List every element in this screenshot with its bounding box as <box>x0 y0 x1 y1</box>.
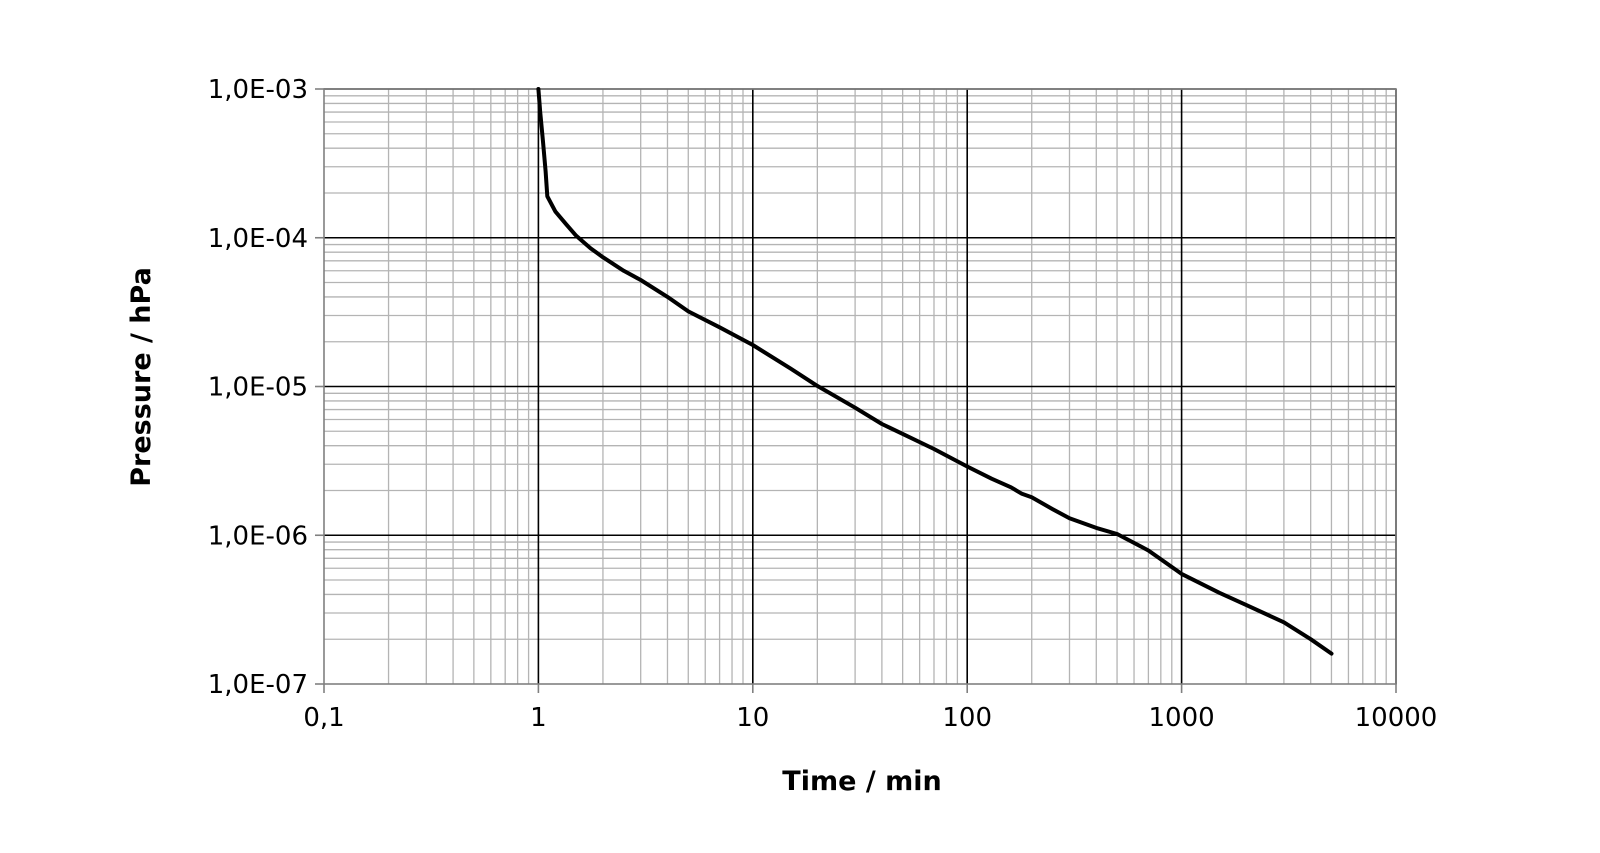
y-tick-label: 1,0E-03 <box>208 75 308 105</box>
x-tick-label: 10000 <box>1355 703 1438 733</box>
x-axis-title: Time / min <box>782 766 941 797</box>
y-tick-labels: 1,0E-03 1,0E-04 1,0E-05 1,0E-06 1,0E-07 <box>208 75 308 700</box>
x-tick-label: 100 <box>942 703 992 733</box>
y-tick-label: 1,0E-04 <box>208 224 308 254</box>
x-tick-label: 1000 <box>1149 703 1215 733</box>
y-tick-label: 1,0E-05 <box>208 373 308 403</box>
y-tick-label: 1,0E-07 <box>208 670 308 700</box>
x-tick-label: 1 <box>530 703 547 733</box>
y-axis-title: Pressure / hPa <box>126 267 157 487</box>
data-layer <box>536 87 1334 656</box>
x-tick-label: 0,1 <box>303 703 344 733</box>
x-tick-label: 10 <box>736 703 769 733</box>
axis-ticks <box>315 88 1397 693</box>
y-tick-label: 1,0E-06 <box>208 521 308 551</box>
series-line <box>536 87 1334 656</box>
x-tick-labels: 0,1 1 10 100 1000 10000 <box>303 703 1437 733</box>
